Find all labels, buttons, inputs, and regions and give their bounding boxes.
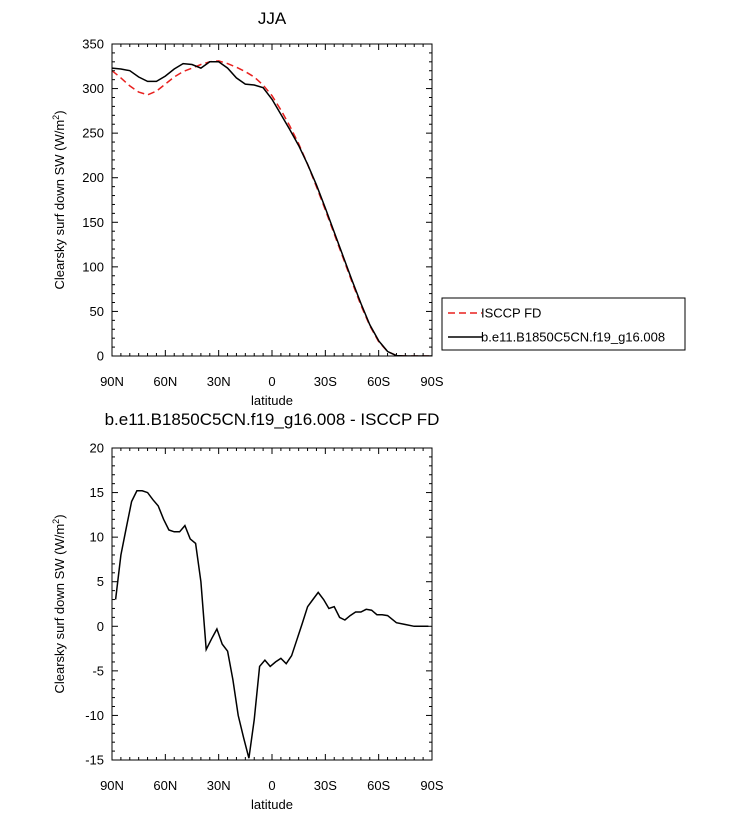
x-tick-label: 30N [207, 778, 231, 793]
chart-title: b.e11.B1850C5CN.f19_g16.008 - ISCCP FD [105, 410, 440, 429]
legend: ISCCP FD b.e11.B1850C5CN.f19_g16.008 [441, 297, 686, 351]
y-tick-label: 0 [97, 349, 104, 364]
y-tick-label: -10 [85, 708, 104, 723]
y-tick-label: 50 [90, 304, 104, 319]
x-axis-label: latitude [251, 797, 293, 812]
x-tick-label: 60N [153, 374, 177, 389]
y-tick-label: 300 [82, 81, 104, 96]
y-tick-label: 0 [97, 619, 104, 634]
plot-frame [111, 447, 433, 761]
y-tick-label: 10 [90, 530, 104, 545]
series-line-2 [112, 61, 432, 356]
x-tick-label: 90N [100, 778, 124, 793]
x-tick-label: 0 [268, 778, 275, 793]
y-tick-label: 15 [90, 485, 104, 500]
chart-panel-2: b.e11.B1850C5CN.f19_g16.008 - ISCCP FD -1… [51, 410, 444, 812]
series-line-1 [112, 60, 432, 356]
plot-frame [111, 43, 433, 357]
chart-title: JJA [258, 9, 287, 28]
x-tick-label: 0 [268, 374, 275, 389]
x-tick-label: 30N [207, 374, 231, 389]
y-tick-label: 150 [82, 215, 104, 230]
y-tick-label: 250 [82, 126, 104, 141]
y-axis-label: Clearsky surf down SW (W/m2) [51, 514, 67, 693]
x-tick-label: 60S [367, 374, 390, 389]
y-tick-label: 100 [82, 259, 104, 274]
x-tick-label: 30S [314, 778, 337, 793]
x-tick-label: 60S [367, 778, 390, 793]
x-tick-label: 90N [100, 374, 124, 389]
y-tick-label: 5 [97, 574, 104, 589]
chart-panel-1: JJA 0 50 100 150 200 250 300 350 90N 60N 30N 0 30S 60S… [51, 9, 686, 408]
x-axis-label: latitude [251, 393, 293, 408]
legend-box [441, 297, 686, 351]
legend-entry-label: ISCCP FD [481, 306, 541, 321]
y-tick-label: 350 [82, 37, 104, 52]
x-tick-label: 90S [420, 778, 443, 793]
series-line-1 [114, 490, 429, 759]
y-tick-label: -15 [85, 753, 104, 768]
y-tick-label: 20 [90, 441, 104, 456]
x-tick-label: 30S [314, 374, 337, 389]
y-tick-label: -5 [92, 663, 104, 678]
y-tick-label: 200 [82, 170, 104, 185]
x-tick-label: 60N [153, 778, 177, 793]
y-axis-label: Clearsky surf down SW (W/m2) [51, 110, 67, 289]
legend-entry-label: b.e11.B1850C5CN.f19_g16.008 [481, 330, 665, 345]
x-tick-label: 90S [420, 374, 443, 389]
